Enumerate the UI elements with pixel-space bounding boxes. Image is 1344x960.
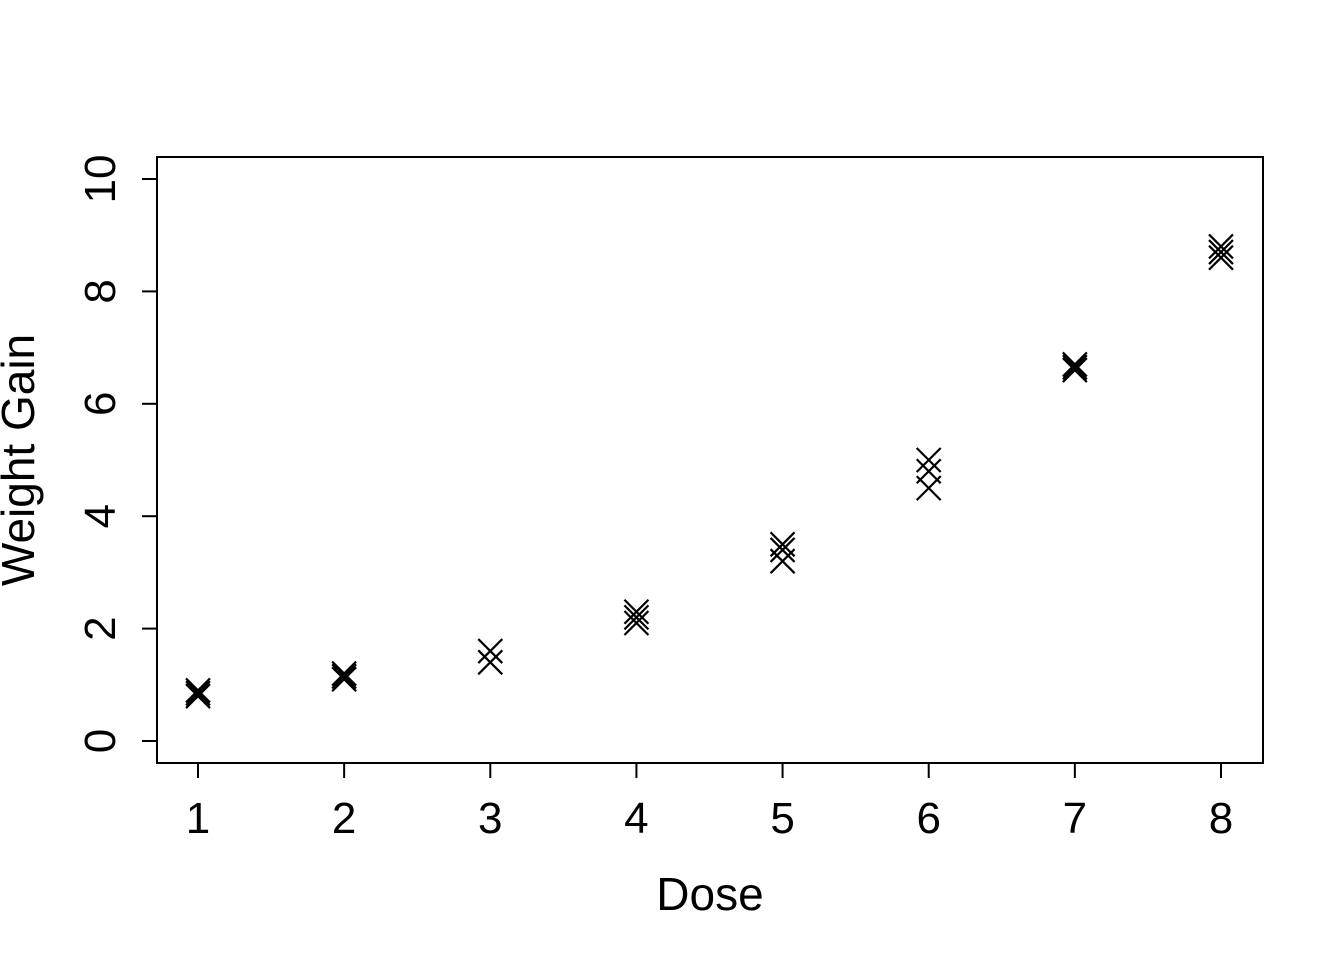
data-point: [477, 638, 504, 664]
x-tick-label: 8: [1209, 794, 1233, 843]
x-tick-label: 4: [624, 794, 648, 843]
y-tick-label: 4: [76, 504, 125, 528]
data-point: [769, 531, 796, 558]
data-point: [185, 680, 211, 707]
x-tick-label: 5: [770, 794, 794, 843]
data-point: [915, 447, 942, 473]
data-point: [1062, 357, 1088, 383]
data-point: [915, 458, 942, 485]
data-points: [185, 233, 1234, 709]
data-point: [769, 537, 796, 563]
data-point: [623, 604, 650, 631]
data-point: [477, 649, 504, 676]
data-point: [185, 683, 211, 709]
data-point: [185, 677, 211, 704]
y-tick-label: 10: [76, 155, 125, 204]
data-point: [331, 663, 357, 690]
data-point: [1208, 233, 1234, 260]
x-tick-label: 1: [186, 794, 210, 843]
x-tick-label: 7: [1063, 794, 1087, 843]
data-point: [1208, 244, 1234, 271]
y-tick-label: 0: [76, 729, 125, 753]
x-axis: 1 2 3 4 5 6 7 8: [186, 762, 1233, 843]
y-tick-label: 6: [76, 392, 125, 416]
x-tick-label: 3: [478, 794, 502, 843]
data-point: [331, 660, 357, 687]
y-axis: 0 2 4 6 8 10: [76, 155, 158, 753]
data-point: [331, 666, 357, 692]
y-tick-label: 2: [76, 616, 125, 640]
y-tick-label: 8: [76, 279, 125, 303]
x-tick-label: 2: [332, 794, 356, 843]
y-axis-title: Weight Gain: [0, 334, 44, 586]
data-point: [1062, 351, 1088, 378]
x-axis-title: Dose: [656, 868, 763, 920]
data-point: [1062, 354, 1088, 381]
data-point: [623, 610, 650, 636]
data-point: [1208, 239, 1234, 265]
x-tick-label: 6: [916, 794, 940, 843]
data-point: [623, 598, 650, 625]
